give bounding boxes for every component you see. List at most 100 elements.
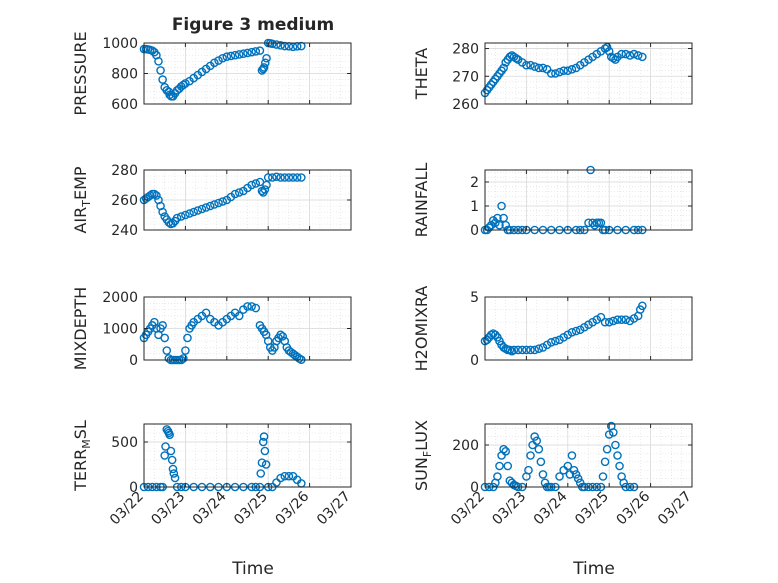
- data-point: [538, 470, 548, 479]
- y-label-part: AIR: [71, 207, 90, 234]
- y-label-part: SUN: [412, 457, 431, 491]
- data-point: [247, 47, 256, 57]
- data-point: [499, 444, 508, 454]
- data-point: [503, 461, 513, 471]
- data-point: [261, 58, 270, 68]
- data-point: [268, 39, 277, 49]
- subplot-2: 240 260 280 AIRTEMP: [71, 163, 352, 239]
- figure-title: Figure 3 medium: [172, 15, 334, 35]
- data-point: [546, 338, 556, 347]
- subplot-4: 0 1000 2000 MIXDEPTH: [71, 287, 352, 370]
- y-tick-label: 5: [470, 290, 479, 306]
- data-point: [567, 65, 577, 74]
- y-label-part: TERR: [71, 449, 90, 492]
- data-point: [517, 345, 527, 355]
- data-point: [260, 185, 270, 194]
- data-point: [491, 330, 500, 340]
- data-point: [551, 336, 560, 346]
- data-point: [573, 474, 583, 483]
- data-point: [546, 69, 556, 78]
- x-axis-label-right: Time: [572, 559, 615, 579]
- data-point: [638, 301, 647, 311]
- data-point: [501, 220, 511, 230]
- data-point: [276, 330, 285, 340]
- data-point: [292, 173, 302, 182]
- data-point: [154, 57, 163, 66]
- data-point: [617, 49, 626, 59]
- data-point: [625, 51, 635, 60]
- data-point: [526, 451, 535, 460]
- data-point: [522, 60, 531, 70]
- subplot-0: 600 800 1000 PRESSURE: [71, 31, 352, 116]
- data-point: [205, 201, 215, 211]
- y-tick-label: 260: [111, 193, 138, 209]
- data-point: [165, 430, 174, 440]
- axes-background: [485, 424, 692, 487]
- data-point: [604, 430, 614, 439]
- y-axis-label: H2OMIXRA: [412, 286, 431, 372]
- data-point: [168, 218, 178, 228]
- data-point: [551, 69, 560, 78]
- data-point: [145, 191, 155, 200]
- y-tick-label: 280: [111, 163, 138, 179]
- data-point: [602, 42, 612, 52]
- data-point: [602, 444, 612, 454]
- data-point: [513, 345, 523, 355]
- data-point: [222, 52, 232, 62]
- data-point: [493, 472, 502, 481]
- data-point: [259, 432, 269, 441]
- data-point: [491, 218, 500, 228]
- data-point: [251, 303, 261, 313]
- data-point: [158, 207, 167, 217]
- data-point: [181, 79, 190, 88]
- axes-box: [484, 169, 693, 231]
- data-point: [276, 173, 285, 182]
- data-point: [524, 465, 533, 475]
- y-tick-label: 280: [452, 42, 479, 58]
- x-axis-label-left: Time: [231, 559, 274, 579]
- data-point: [604, 317, 614, 327]
- data-point: [532, 436, 542, 446]
- data-point: [505, 52, 515, 62]
- y-label-part: LUX: [412, 420, 431, 451]
- data-point: [150, 189, 159, 199]
- data-point: [611, 440, 620, 450]
- y-label-subscript: M: [80, 439, 93, 449]
- data-point: [160, 333, 169, 343]
- data-point: [484, 223, 494, 232]
- data-point: [621, 49, 631, 59]
- y-label-part: EMP: [71, 166, 90, 200]
- data-point: [179, 354, 188, 363]
- data-point: [511, 53, 521, 63]
- y-tick-label: 500: [111, 435, 138, 451]
- y-tick-label: 1000: [102, 36, 138, 52]
- data-point: [619, 478, 628, 488]
- data-point: [226, 51, 236, 61]
- data-point: [214, 56, 223, 65]
- data-point: [251, 47, 261, 56]
- subplot-3: 0 1 2 RAINFALL: [412, 163, 693, 239]
- data-point: [482, 335, 492, 345]
- data-point: [170, 473, 180, 483]
- data-point: [526, 60, 535, 70]
- data-point: [262, 53, 271, 63]
- data-point: [218, 197, 227, 206]
- data-point: [276, 473, 285, 483]
- data-point: [563, 66, 573, 76]
- data-point: [261, 460, 271, 469]
- data-point: [530, 62, 539, 71]
- y-tick-label: 200: [452, 438, 479, 454]
- y-label-subscript: T: [80, 200, 93, 208]
- axes-box: [484, 423, 693, 488]
- data-point: [297, 41, 306, 51]
- data-point: [268, 173, 277, 182]
- y-tick-label: 0: [129, 353, 138, 369]
- subplot-5: 0 5 H2OMIXRA: [412, 286, 693, 372]
- y-tick-label: 0: [470, 353, 479, 369]
- data-point: [609, 316, 618, 326]
- data-point: [158, 75, 167, 84]
- data-point: [499, 63, 508, 73]
- data-point: [563, 461, 573, 471]
- data-point: [509, 345, 519, 355]
